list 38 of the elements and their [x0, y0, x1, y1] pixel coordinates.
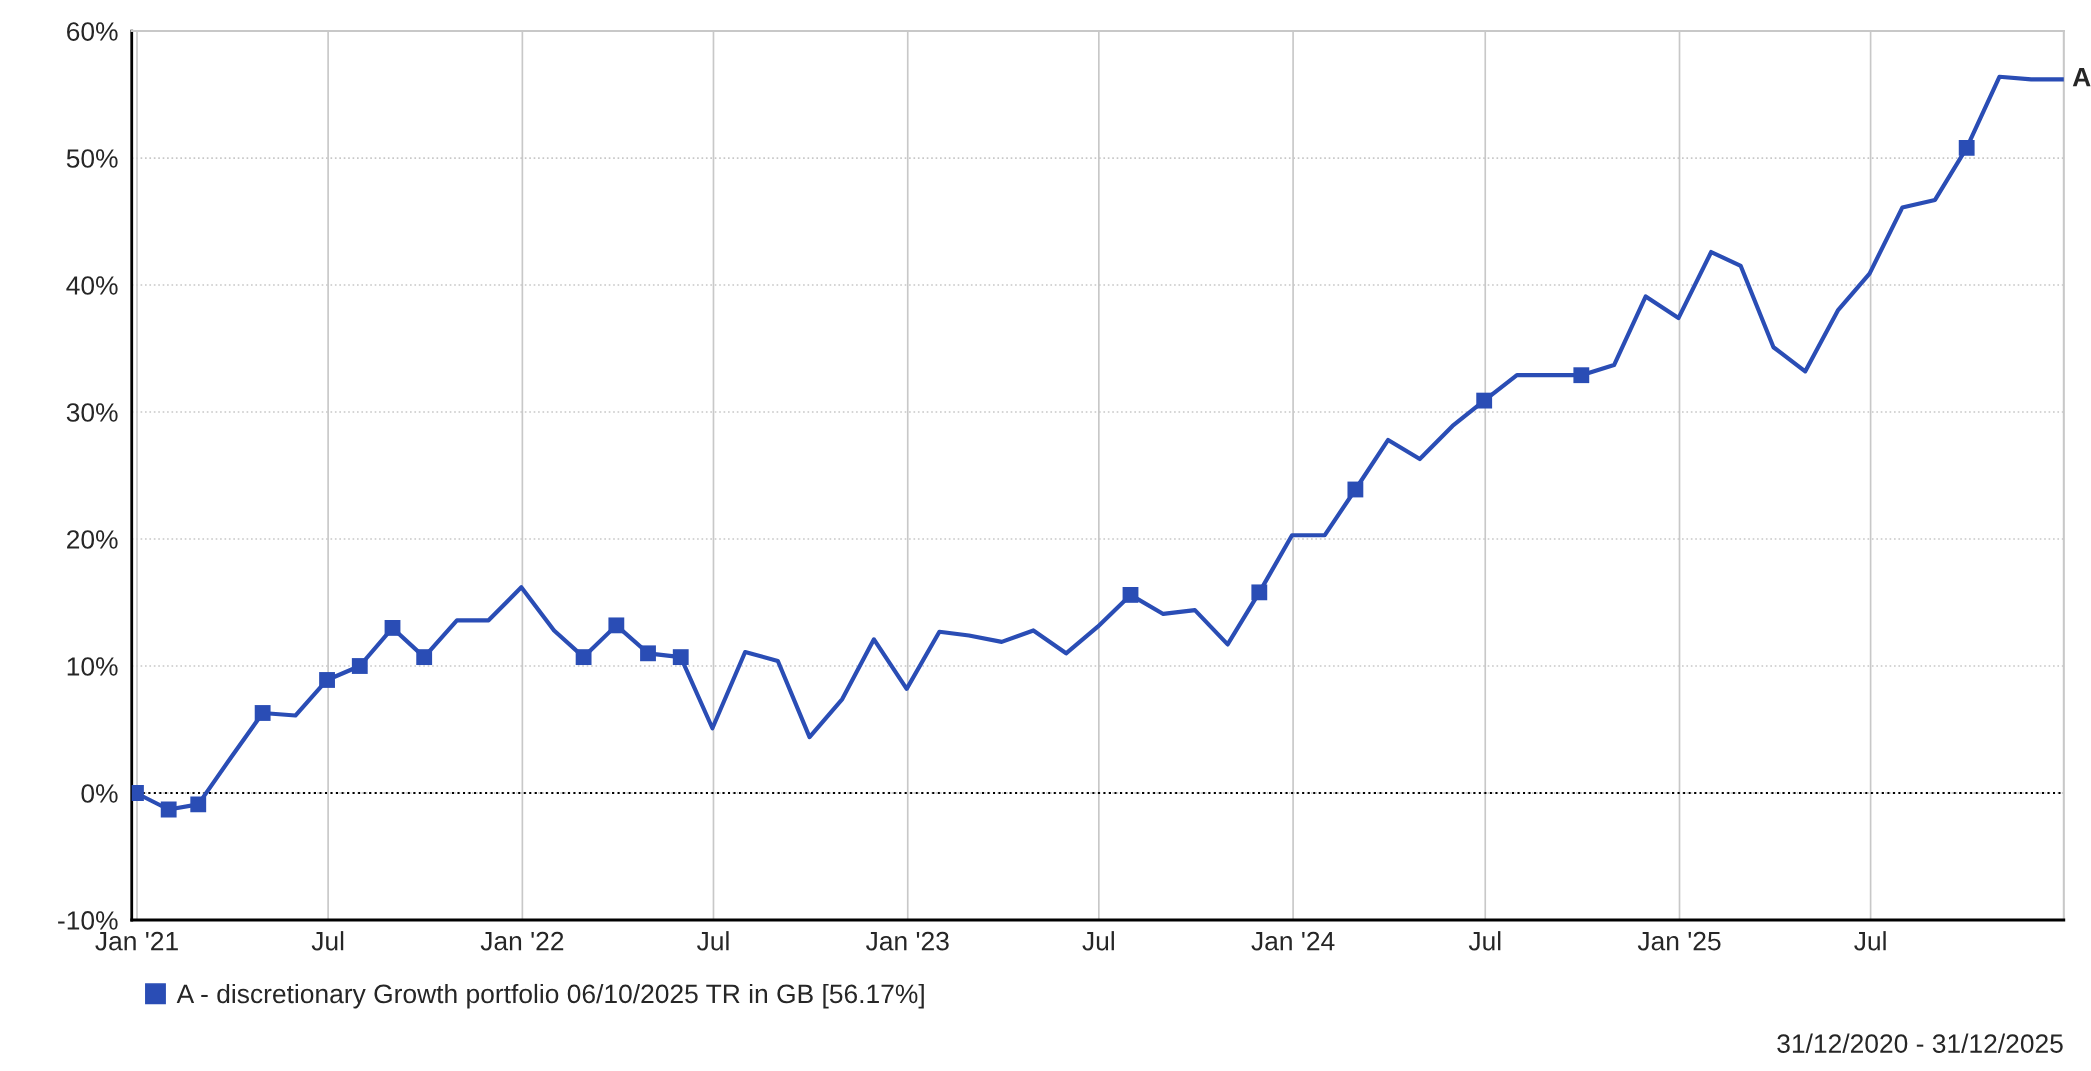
- y-tick-label: 20%: [67, 530, 118, 549]
- y-tick-label: -10%: [58, 911, 118, 930]
- x-tick-label: Jul: [697, 931, 729, 951]
- x-tick-label: Jan '23: [866, 931, 949, 951]
- point: [608, 617, 625, 634]
- point: [672, 649, 689, 666]
- legend-label: A - discretionary Growth portfolio 06/10/2025 TR in GB [56.17%]: [176, 983, 924, 1009]
- y-tick-label: 60%: [67, 22, 118, 41]
- point: [1573, 367, 1590, 384]
- point: [1958, 139, 1975, 156]
- point: [1347, 481, 1364, 498]
- x-tick-label: Jan '21: [95, 931, 178, 951]
- point: [319, 672, 335, 688]
- point: [254, 705, 271, 721]
- point: [190, 796, 207, 813]
- x-tick-label: Jul: [1854, 931, 1886, 951]
- x-tick-label: Jan '25: [1637, 931, 1721, 951]
- y-tick-label: 50%: [66, 149, 118, 168]
- y-tick-label: 30%: [66, 403, 118, 422]
- annotation: A: [2072, 67, 2091, 87]
- point: [160, 801, 177, 818]
- y-tick-label: 0%: [81, 784, 118, 803]
- point: [416, 649, 433, 666]
- y-tick-label: 40%: [66, 276, 118, 295]
- point: [1122, 586, 1139, 603]
- x-tick-label: Jul: [311, 931, 344, 951]
- point: [351, 658, 368, 674]
- y-tick-label: 10%: [67, 657, 118, 676]
- point: [1476, 392, 1493, 409]
- text: 31/12/2020 - 31/12/2025: [1777, 1033, 2063, 1053]
- x-tick-label: Jul: [1082, 931, 1114, 951]
- point: [384, 619, 401, 636]
- point: [575, 649, 592, 666]
- point: [1251, 584, 1268, 601]
- point: [640, 645, 656, 662]
- x-tick-label: Jan '24: [1251, 931, 1335, 951]
- x-tick-label: Jul: [1468, 931, 1501, 951]
- x-tick-label: Jan '22: [480, 931, 564, 951]
